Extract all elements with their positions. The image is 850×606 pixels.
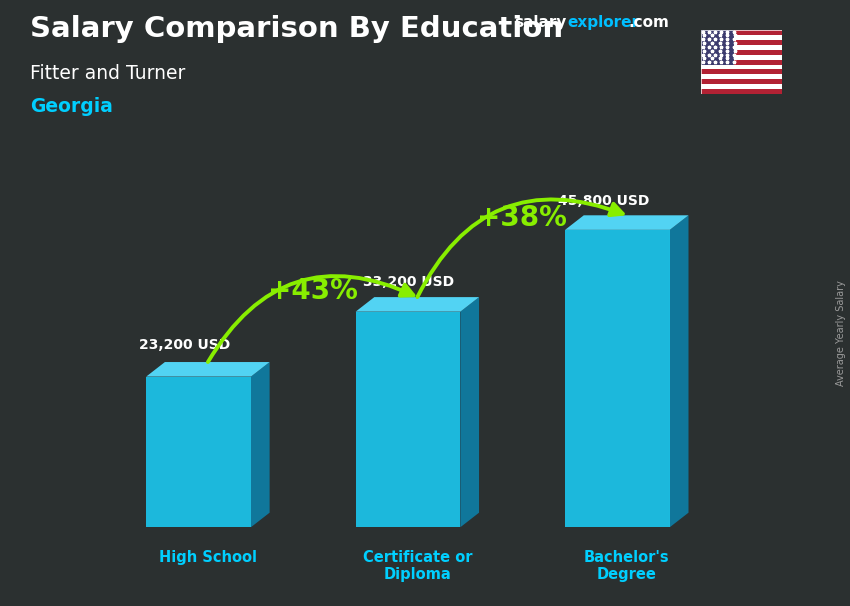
Bar — [701, 70, 782, 75]
Text: Average Yearly Salary: Average Yearly Salary — [836, 281, 846, 386]
Text: .com: .com — [629, 15, 670, 30]
Text: 33,200 USD: 33,200 USD — [363, 275, 454, 289]
Text: Fitter and Turner: Fitter and Turner — [30, 64, 185, 82]
Bar — [701, 35, 782, 40]
Text: explorer: explorer — [568, 15, 640, 30]
Bar — [701, 50, 782, 55]
Polygon shape — [565, 215, 688, 230]
Text: Certificate or
Diploma: Certificate or Diploma — [363, 550, 472, 582]
Polygon shape — [355, 311, 461, 527]
Bar — [701, 55, 782, 59]
Bar — [701, 75, 782, 79]
Bar — [701, 30, 782, 35]
Polygon shape — [146, 376, 251, 527]
Text: Bachelor's
Degree: Bachelor's Degree — [584, 550, 670, 582]
Bar — [701, 59, 782, 65]
Text: 45,800 USD: 45,800 USD — [558, 193, 649, 207]
Bar — [701, 65, 782, 70]
Polygon shape — [146, 362, 269, 376]
Text: Georgia: Georgia — [30, 97, 112, 116]
Text: High School: High School — [159, 550, 257, 565]
Bar — [701, 45, 782, 50]
Text: +43%: +43% — [268, 277, 358, 305]
Bar — [701, 79, 782, 84]
Polygon shape — [355, 297, 479, 311]
Text: salary: salary — [514, 15, 567, 30]
Polygon shape — [461, 297, 479, 527]
Bar — [701, 89, 782, 94]
Polygon shape — [670, 215, 689, 527]
Polygon shape — [565, 230, 670, 527]
Bar — [701, 84, 782, 89]
Polygon shape — [251, 362, 269, 527]
Bar — [701, 40, 782, 45]
Text: 23,200 USD: 23,200 USD — [139, 338, 230, 352]
FancyArrowPatch shape — [417, 199, 623, 297]
Bar — [701, 30, 734, 65]
Text: Salary Comparison By Education: Salary Comparison By Education — [30, 15, 563, 43]
Text: +38%: +38% — [477, 204, 567, 231]
FancyArrowPatch shape — [208, 276, 413, 362]
